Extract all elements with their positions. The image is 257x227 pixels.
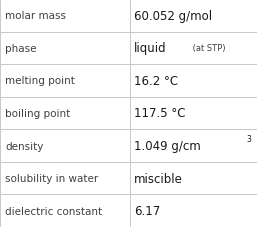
Text: 6.17: 6.17 xyxy=(134,204,160,217)
Text: 1.049 g/cm: 1.049 g/cm xyxy=(134,139,200,152)
Text: miscible: miscible xyxy=(134,172,182,185)
Text: 3: 3 xyxy=(247,134,252,143)
Text: 16.2 °C: 16.2 °C xyxy=(134,75,178,88)
Text: boiling point: boiling point xyxy=(5,109,70,118)
Text: liquid: liquid xyxy=(134,42,166,55)
Text: 117.5 °C: 117.5 °C xyxy=(134,107,185,120)
Text: solubility in water: solubility in water xyxy=(5,173,98,183)
Text: phase: phase xyxy=(5,44,37,54)
Text: molar mass: molar mass xyxy=(5,11,66,21)
Text: (at STP): (at STP) xyxy=(190,44,226,53)
Text: dielectric constant: dielectric constant xyxy=(5,206,102,216)
Text: 60.052 g/mol: 60.052 g/mol xyxy=(134,10,212,23)
Text: melting point: melting point xyxy=(5,76,75,86)
Text: density: density xyxy=(5,141,43,151)
